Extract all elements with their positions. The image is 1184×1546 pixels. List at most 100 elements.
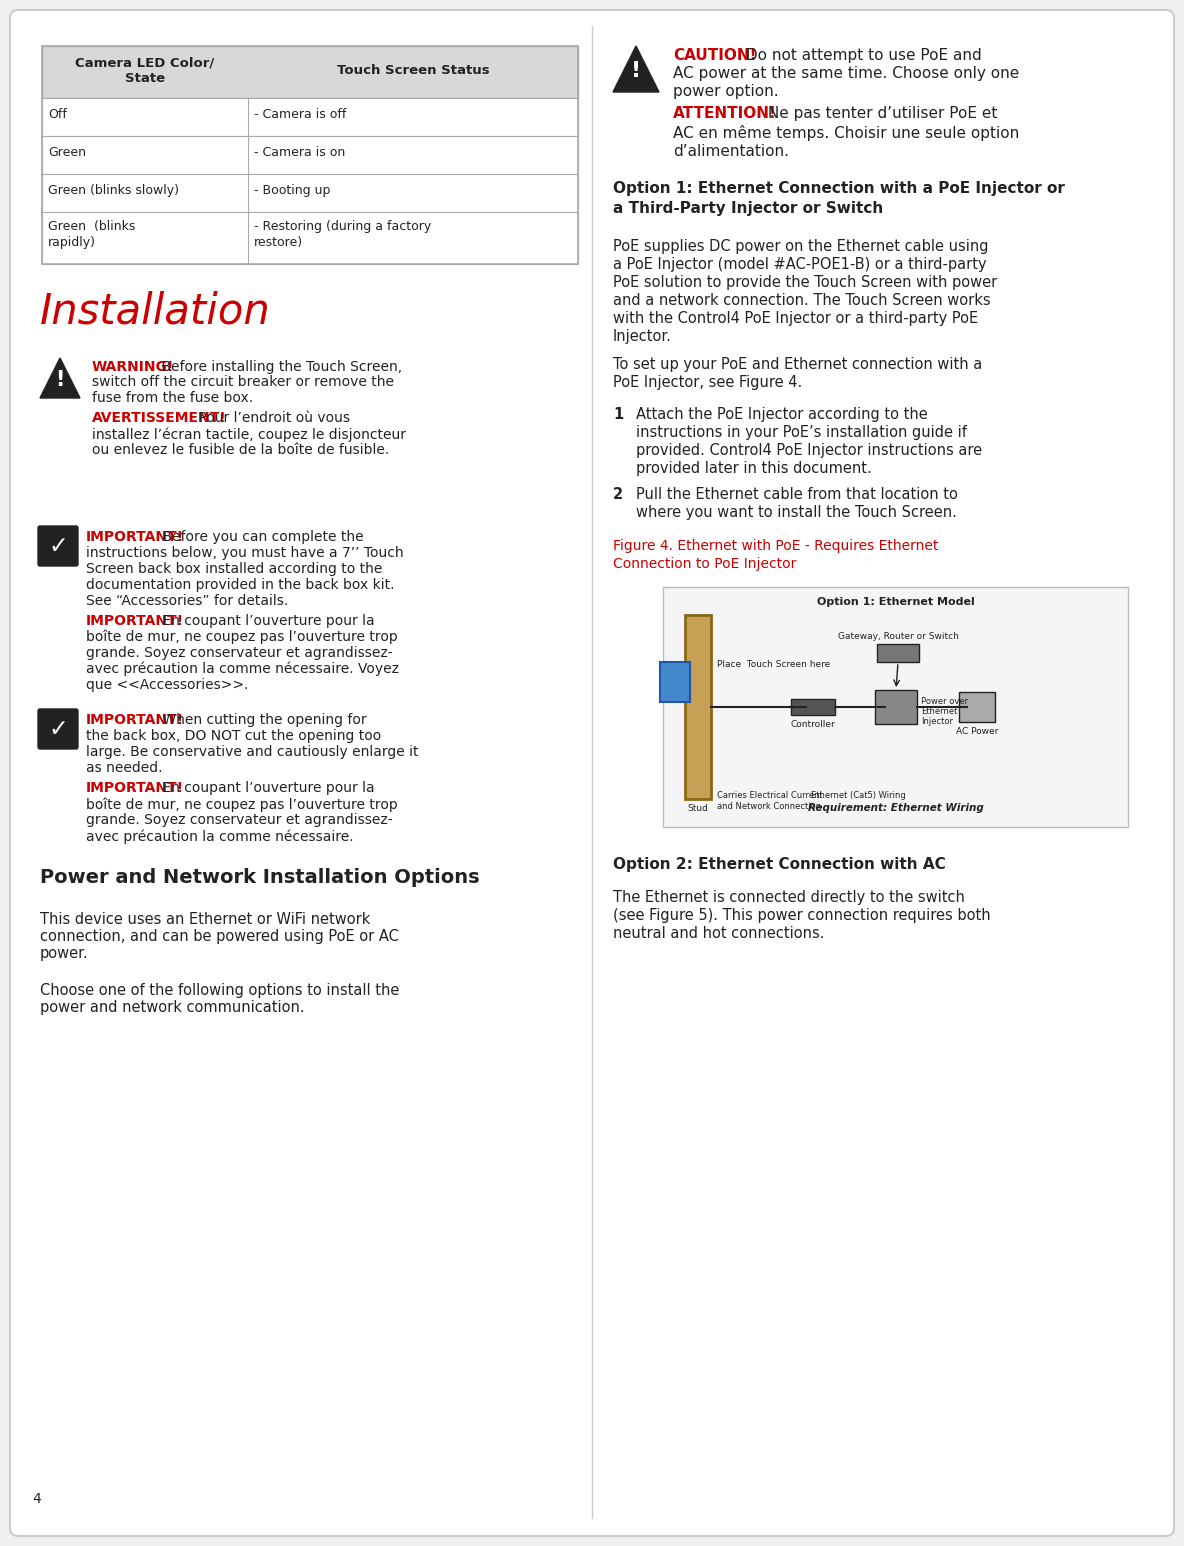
Text: AC power at the same time. Choose only one: AC power at the same time. Choose only o… (673, 66, 1019, 80)
Text: fuse from the fuse box.: fuse from the fuse box. (92, 391, 253, 405)
Text: Injector.: Injector. (613, 329, 671, 345)
FancyBboxPatch shape (41, 46, 578, 97)
Text: a PoE Injector (model #AC-POE1-B) or a third-party: a PoE Injector (model #AC-POE1-B) or a t… (613, 257, 986, 272)
Text: - Booting up: - Booting up (255, 184, 330, 196)
Text: avec précaution la comme nécessaire. Voyez: avec précaution la comme nécessaire. Voy… (86, 662, 399, 677)
Text: AVERTISSEMENT!: AVERTISSEMENT! (92, 411, 227, 425)
Text: PoE supplies DC power on the Ethernet cable using: PoE supplies DC power on the Ethernet ca… (613, 240, 989, 254)
Text: Power over: Power over (921, 697, 969, 707)
Text: Controller: Controller (791, 720, 836, 730)
Text: !: ! (631, 62, 641, 82)
Text: To set up your PoE and Ethernet connection with a: To set up your PoE and Ethernet connecti… (613, 357, 983, 373)
Text: - Camera is off: - Camera is off (255, 108, 347, 121)
FancyBboxPatch shape (41, 175, 578, 212)
Text: Before you can complete the: Before you can complete the (157, 530, 363, 544)
FancyBboxPatch shape (41, 97, 578, 136)
Text: Touch Screen Status: Touch Screen Status (336, 63, 489, 77)
Text: CAUTION!: CAUTION! (673, 48, 757, 63)
FancyBboxPatch shape (38, 526, 78, 566)
Text: as needed.: as needed. (86, 761, 162, 775)
FancyBboxPatch shape (9, 9, 1175, 1537)
Text: Camera LED Color/: Camera LED Color/ (76, 56, 214, 70)
Text: Injector: Injector (921, 717, 953, 727)
Text: Pull the Ethernet cable from that location to: Pull the Ethernet cable from that locati… (636, 487, 958, 502)
Text: Off: Off (49, 108, 66, 121)
Text: grande. Soyez conservateur et agrandissez-: grande. Soyez conservateur et agrandisse… (86, 813, 393, 827)
Text: Ne pas tenter d’utiliser PoE et: Ne pas tenter d’utiliser PoE et (762, 107, 997, 121)
FancyBboxPatch shape (959, 693, 995, 722)
Text: provided later in this document.: provided later in this document. (636, 461, 871, 476)
Text: and a network connection. The Touch Screen works: and a network connection. The Touch Scre… (613, 294, 991, 308)
FancyBboxPatch shape (38, 710, 78, 748)
Text: Ethernet: Ethernet (921, 707, 958, 716)
Text: Choose one of the following options to install the: Choose one of the following options to i… (40, 983, 399, 999)
Text: boîte de mur, ne coupez pas l’ouverture trop: boîte de mur, ne coupez pas l’ouverture … (86, 798, 398, 812)
Text: power option.: power option. (673, 83, 779, 99)
Text: 4: 4 (32, 1492, 40, 1506)
Text: Option 2: Ethernet Connection with AC: Option 2: Ethernet Connection with AC (613, 856, 946, 872)
Text: Connection to PoE Injector: Connection to PoE Injector (613, 557, 797, 570)
Text: Do not attempt to use PoE and: Do not attempt to use PoE and (741, 48, 982, 63)
Text: ✓: ✓ (49, 533, 67, 558)
Text: IMPORTANT!: IMPORTANT! (86, 614, 185, 628)
Text: When cutting the opening for: When cutting the opening for (157, 713, 367, 727)
Text: PoE Injector, see Figure 4.: PoE Injector, see Figure 4. (613, 376, 803, 390)
Text: See “Accessories” for details.: See “Accessories” for details. (86, 594, 288, 608)
FancyBboxPatch shape (791, 699, 835, 714)
Text: Place  Touch Screen here: Place Touch Screen here (718, 660, 830, 669)
Text: power.: power. (40, 946, 89, 962)
Text: Before installing the Touch Screen,: Before installing the Touch Screen, (157, 360, 403, 374)
Text: The Ethernet is connected directly to the switch: The Ethernet is connected directly to th… (613, 890, 965, 904)
Text: switch off the circuit breaker or remove the: switch off the circuit breaker or remove… (92, 376, 394, 390)
Text: Requirement: Ethernet Wiring: Requirement: Ethernet Wiring (807, 802, 984, 813)
FancyBboxPatch shape (877, 645, 919, 662)
Text: Green (blinks slowly): Green (blinks slowly) (49, 184, 179, 196)
Text: AC en même temps. Choisir une seule option: AC en même temps. Choisir une seule opti… (673, 125, 1019, 141)
Text: where you want to install the Touch Screen.: where you want to install the Touch Scre… (636, 506, 957, 519)
Text: restore): restore) (255, 237, 303, 249)
Text: a Third-Party Injector or Switch: a Third-Party Injector or Switch (613, 201, 883, 216)
Text: State: State (126, 73, 165, 85)
Text: Installation: Installation (40, 291, 271, 332)
Text: Screen back box installed according to the: Screen back box installed according to t… (86, 563, 382, 577)
FancyBboxPatch shape (41, 212, 578, 264)
Text: 1: 1 (613, 407, 623, 422)
Text: rapidly): rapidly) (49, 237, 96, 249)
Text: (see Figure 5). This power connection requires both: (see Figure 5). This power connection re… (613, 908, 991, 923)
Text: ATTENTION!: ATTENTION! (673, 107, 777, 121)
Text: power and network communication.: power and network communication. (40, 1000, 304, 1016)
Text: Attach the PoE Injector according to the: Attach the PoE Injector according to the (636, 407, 928, 422)
Text: instructions below, you must have a 7’’ Touch: instructions below, you must have a 7’’ … (86, 546, 404, 560)
Text: d’alimentation.: d’alimentation. (673, 144, 789, 159)
Text: neutral and hot connections.: neutral and hot connections. (613, 926, 824, 942)
Text: Gateway, Router or Switch: Gateway, Router or Switch (837, 632, 958, 642)
FancyBboxPatch shape (875, 690, 916, 724)
Text: En coupant l’ouverture pour la: En coupant l’ouverture pour la (157, 614, 374, 628)
Text: Option 1: Ethernet Model: Option 1: Ethernet Model (817, 597, 974, 608)
Text: ✓: ✓ (49, 717, 67, 741)
Text: installez l’écran tactile, coupez le disjoncteur: installez l’écran tactile, coupez le dis… (92, 427, 406, 442)
Text: 2: 2 (613, 487, 623, 502)
Text: instructions in your PoE’s installation guide if: instructions in your PoE’s installation … (636, 425, 967, 441)
Text: This device uses an Ethernet or WiFi network: This device uses an Ethernet or WiFi net… (40, 912, 371, 928)
FancyBboxPatch shape (686, 615, 712, 799)
Text: grande. Soyez conservateur et agrandissez-: grande. Soyez conservateur et agrandisse… (86, 646, 393, 660)
Text: IMPORTANT!: IMPORTANT! (86, 530, 185, 544)
Text: IMPORTANT!: IMPORTANT! (86, 781, 185, 795)
Text: WARNING!: WARNING! (92, 360, 174, 374)
Text: - Restoring (during a factory: - Restoring (during a factory (255, 220, 431, 233)
Text: IMPORTANT!: IMPORTANT! (86, 713, 185, 727)
Text: provided. Control4 PoE Injector instructions are: provided. Control4 PoE Injector instruct… (636, 444, 982, 458)
Text: Green  (blinks: Green (blinks (49, 220, 135, 233)
Text: avec précaution la comme nécessaire.: avec précaution la comme nécessaire. (86, 829, 354, 844)
FancyBboxPatch shape (663, 587, 1128, 827)
Text: Pour l’endroit où vous: Pour l’endroit où vous (194, 411, 350, 425)
Text: AC Power: AC Power (955, 727, 998, 736)
Text: PoE solution to provide the Touch Screen with power: PoE solution to provide the Touch Screen… (613, 275, 997, 291)
Text: and Network Connection: and Network Connection (718, 802, 822, 812)
Text: boîte de mur, ne coupez pas l’ouverture trop: boîte de mur, ne coupez pas l’ouverture … (86, 631, 398, 645)
Text: - Camera is on: - Camera is on (255, 145, 346, 159)
Text: Power and Network Installation Options: Power and Network Installation Options (40, 867, 480, 887)
Text: Stud: Stud (688, 804, 708, 813)
Text: Option 1: Ethernet Connection with a PoE Injector or: Option 1: Ethernet Connection with a PoE… (613, 181, 1064, 196)
